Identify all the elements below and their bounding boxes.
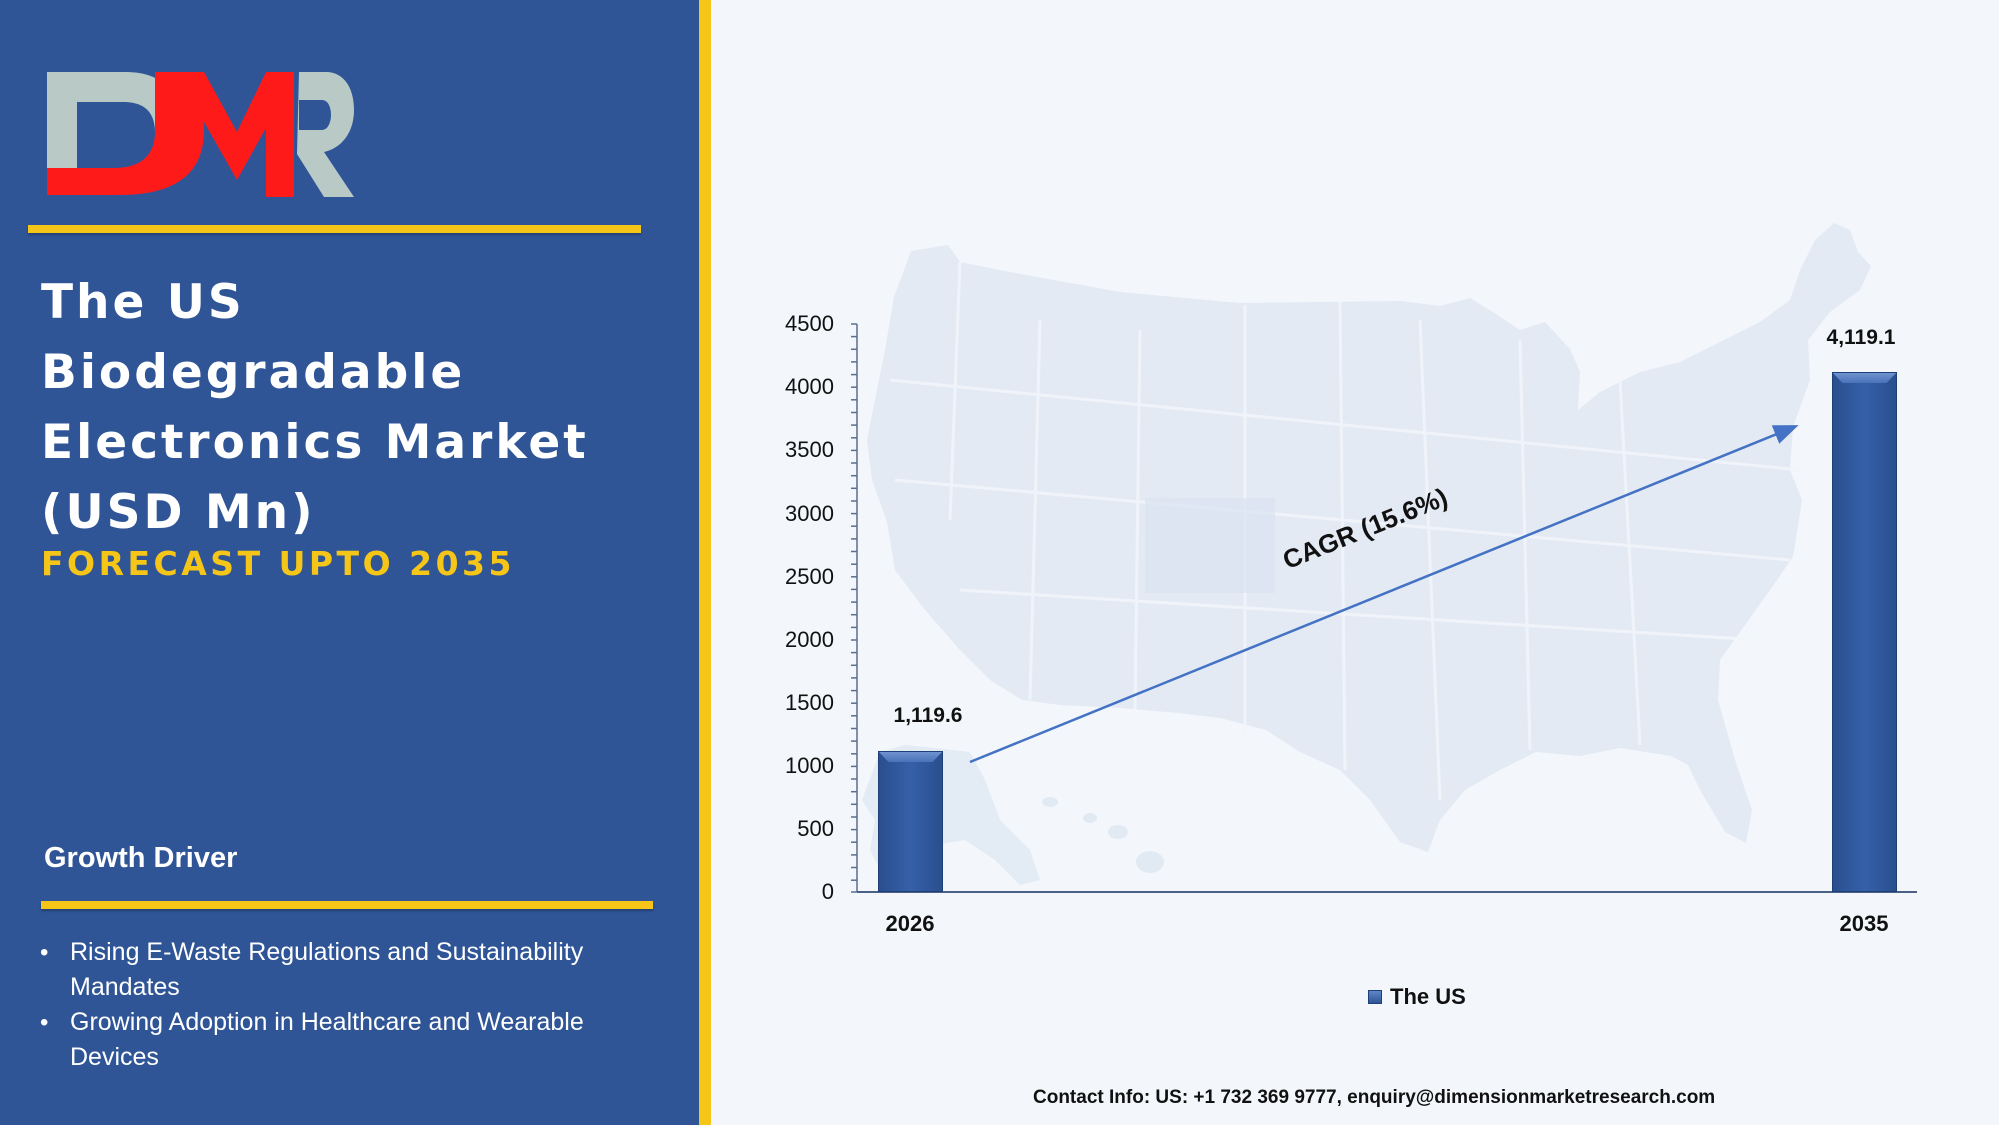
chart-legend: The US	[1368, 984, 1466, 1010]
y-axis	[851, 323, 858, 893]
y-tick-label: 3000	[785, 501, 834, 526]
y-tick-label: 4000	[785, 374, 834, 399]
dmr-logo	[47, 72, 354, 197]
value-label-2026: 1,119.6	[893, 704, 963, 727]
page-title: The US Biodegradable Electronics Market …	[41, 268, 589, 548]
us-map-background	[862, 223, 1871, 885]
y-tick-label: 2000	[785, 627, 834, 652]
y-axis-ticks	[851, 323, 857, 893]
title-line: (USD Mn)	[41, 485, 316, 540]
y-tick-label: 1000	[785, 753, 834, 778]
y-tick-label: 500	[797, 816, 834, 841]
growth-driver-list: Rising E-Waste Regulations and Sustainab…	[40, 935, 650, 1075]
x-category-label: 2035	[1839, 911, 1889, 936]
legend-label: The US	[1390, 984, 1466, 1009]
y-tick-label: 4500	[785, 311, 834, 336]
bar-2026	[878, 751, 943, 892]
y-tick-label: 3500	[785, 437, 834, 462]
list-item: Rising E-Waste Regulations and Sustainab…	[40, 935, 650, 1005]
y-tick-label: 2500	[785, 564, 834, 589]
contact-info: Contact Info: US: +1 732 369 9777, enqui…	[1033, 1087, 1716, 1108]
bar-2035	[1832, 372, 1897, 892]
list-item: Growing Adoption in Healthcare and Weara…	[40, 1005, 650, 1075]
logo-letter-d	[47, 72, 184, 170]
cagr-arrow	[969, 425, 1799, 764]
x-category-label: 2026	[885, 911, 935, 936]
accent-divider	[699, 0, 711, 1125]
title-line: Electronics Market	[41, 415, 589, 470]
title-line: The US	[41, 275, 245, 330]
header-rule	[28, 225, 641, 233]
bottom-edge	[0, 1125, 1999, 1127]
logo-letter-r	[297, 72, 354, 197]
growth-driver-rule	[41, 901, 653, 909]
growth-driver-heading: Growth Driver	[44, 842, 238, 874]
legend-swatch-icon	[1368, 990, 1382, 1004]
logo-letter-m	[47, 72, 294, 197]
forecast-subtitle: FORECAST UPTO 2035	[41, 544, 515, 583]
y-tick-label: 0	[821, 879, 834, 904]
value-label-2035: 4,119.1	[1826, 326, 1896, 349]
y-tick-label: 1500	[785, 690, 834, 715]
title-line: Biodegradable	[41, 345, 466, 400]
